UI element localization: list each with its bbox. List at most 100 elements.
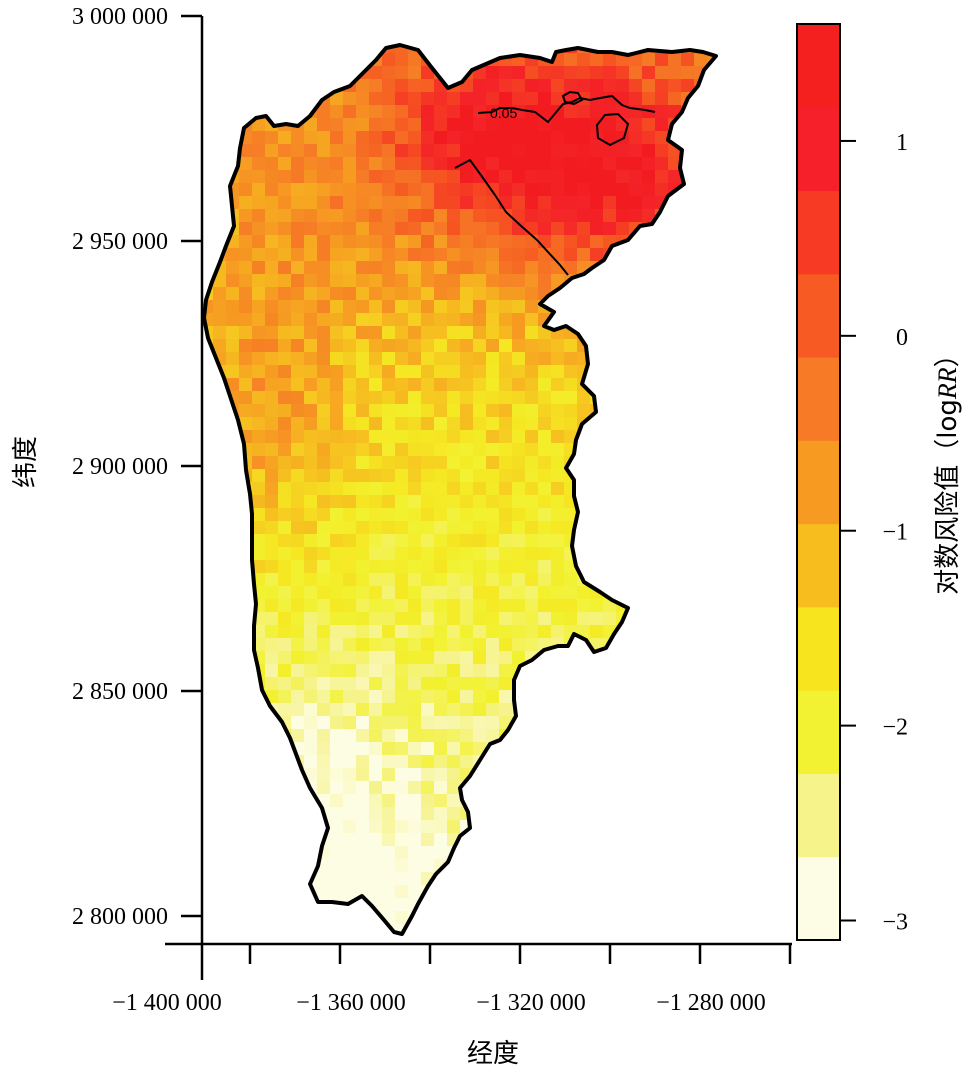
raster-cell <box>642 456 656 470</box>
raster-cell <box>330 638 344 652</box>
raster-cell <box>694 92 708 106</box>
raster-cell <box>629 885 643 899</box>
raster-cell <box>317 664 331 678</box>
raster-cell <box>694 690 708 704</box>
raster-cell <box>642 703 656 717</box>
raster-cell <box>499 92 513 106</box>
raster-cell <box>603 742 617 756</box>
raster-cell <box>525 209 539 223</box>
raster-cell <box>343 339 357 353</box>
raster-cell <box>642 833 656 847</box>
raster-cell <box>239 599 253 613</box>
raster-cell <box>421 846 435 860</box>
raster-cell <box>681 781 695 795</box>
raster-cell <box>564 53 578 67</box>
raster-cell <box>434 157 448 171</box>
raster-cell <box>473 274 487 288</box>
raster-cell <box>213 781 227 795</box>
raster-cell <box>512 430 526 444</box>
raster-cell <box>395 573 409 587</box>
raster-cell <box>655 560 669 574</box>
raster-cell <box>681 638 695 652</box>
raster-cell <box>395 352 409 366</box>
raster-cell <box>577 404 591 418</box>
raster-cell <box>239 768 253 782</box>
raster-cell <box>707 768 716 782</box>
raster-cell <box>226 794 240 808</box>
raster-cell <box>239 170 253 184</box>
raster-cell <box>252 833 266 847</box>
raster-cell <box>577 742 591 756</box>
raster-cell <box>499 651 513 665</box>
raster-cell <box>642 495 656 509</box>
raster-cell <box>226 508 240 522</box>
raster-cell <box>551 716 565 730</box>
raster-cell <box>668 911 682 925</box>
raster-cell <box>564 755 578 769</box>
raster-cell <box>278 248 292 262</box>
raster-cell <box>564 924 578 934</box>
raster-cell <box>356 833 370 847</box>
raster-cell <box>239 183 253 197</box>
raster-cell <box>616 547 630 561</box>
raster-cell <box>434 196 448 210</box>
raster-cell <box>421 898 435 912</box>
raster-cell <box>408 625 422 639</box>
raster-cell <box>564 703 578 717</box>
raster-cell <box>317 183 331 197</box>
raster-cell <box>655 716 669 730</box>
raster-cell <box>668 534 682 548</box>
raster-cell <box>590 196 604 210</box>
raster-cell <box>382 430 396 444</box>
raster-cell <box>668 690 682 704</box>
raster-cell <box>304 287 318 301</box>
raster-cell <box>512 391 526 405</box>
raster-cell <box>252 846 266 860</box>
raster-cell <box>603 807 617 821</box>
raster-cell <box>642 313 656 327</box>
raster-cell <box>343 469 357 483</box>
raster-cell <box>447 625 461 639</box>
raster-cell <box>317 456 331 470</box>
raster-cell <box>291 326 305 340</box>
raster-cell <box>382 92 396 106</box>
raster-cell <box>681 339 695 353</box>
raster-cell <box>447 872 461 886</box>
raster-cell <box>486 248 500 262</box>
raster-cell <box>226 872 240 886</box>
raster-cell <box>616 456 630 470</box>
raster-cell <box>486 729 500 743</box>
raster-cell <box>642 66 656 80</box>
raster-cell <box>382 703 396 717</box>
raster-cell <box>460 365 474 379</box>
raster-cell <box>356 118 370 132</box>
raster-cell <box>395 820 409 834</box>
raster-cell <box>616 378 630 392</box>
raster-cell <box>603 105 617 119</box>
raster-cell <box>564 261 578 275</box>
colorbar-frame <box>796 23 841 941</box>
raster-cell <box>538 261 552 275</box>
raster-cell <box>642 79 656 93</box>
raster-cell <box>265 378 279 392</box>
raster-cell <box>278 677 292 691</box>
raster-cell <box>369 469 383 483</box>
raster-cell <box>694 859 708 873</box>
raster-cell <box>577 898 591 912</box>
raster-cell <box>330 859 344 873</box>
raster-cell <box>434 716 448 730</box>
raster-cell <box>551 859 565 873</box>
raster-cell <box>538 833 552 847</box>
raster-cell <box>447 794 461 808</box>
raster-cell <box>278 755 292 769</box>
raster-cell <box>486 339 500 353</box>
raster-cell <box>551 599 565 613</box>
raster-cell <box>642 898 656 912</box>
raster-cell <box>291 66 305 80</box>
raster-cell <box>369 248 383 262</box>
raster-cell <box>486 768 500 782</box>
raster-cell <box>616 313 630 327</box>
raster-cell <box>486 703 500 717</box>
raster-cell <box>707 222 716 236</box>
raster-cell <box>447 443 461 457</box>
